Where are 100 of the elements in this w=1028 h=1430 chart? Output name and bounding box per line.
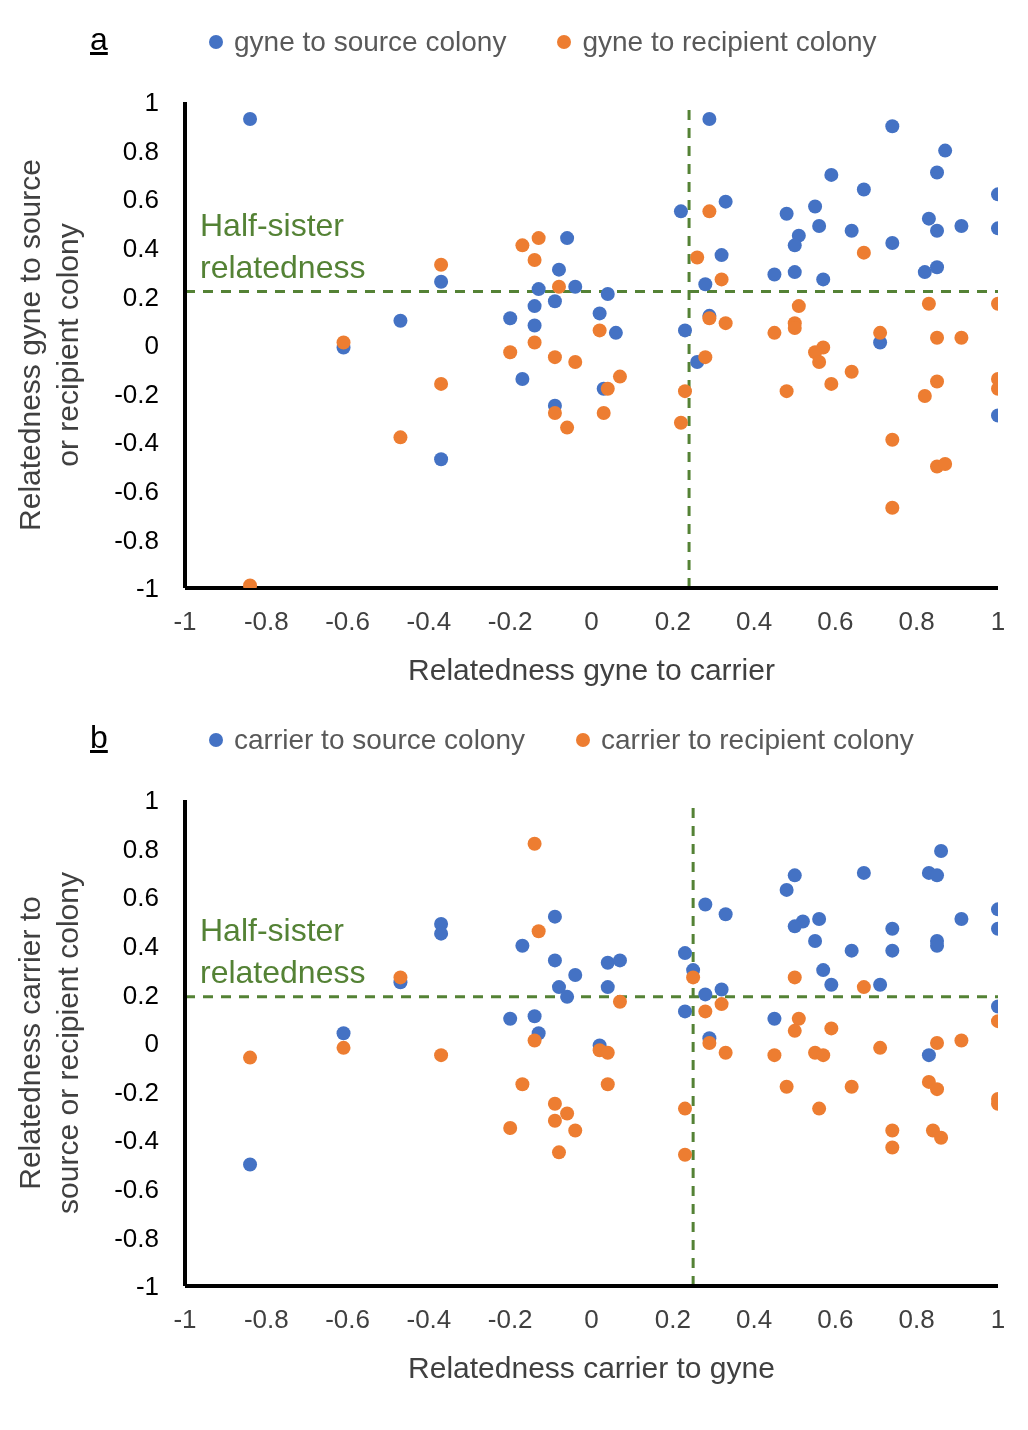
point: [938, 143, 953, 158]
ref-line-label: Half-sister relatedness: [200, 206, 366, 285]
point: [600, 1077, 615, 1092]
y-tick-label: 0: [144, 1028, 159, 1059]
point: [527, 1009, 542, 1024]
y-tick-label: -0.2: [114, 378, 159, 409]
x-tick-label: 0.8: [898, 1304, 935, 1335]
point: [787, 1023, 802, 1038]
point: [600, 980, 615, 995]
point: [547, 294, 562, 309]
y-axis-title: Relatedness carrier to source or recipient colony: [13, 872, 84, 1214]
point: [547, 1113, 562, 1128]
point: [678, 323, 692, 338]
point: [917, 265, 932, 280]
x-tick-label: -0.4: [406, 606, 452, 637]
x-tick-label: 0: [584, 1304, 599, 1335]
y-tick-label: -0.6: [114, 476, 159, 507]
point: [934, 1130, 949, 1145]
point: [527, 299, 542, 314]
point: [885, 943, 900, 958]
point: [787, 970, 802, 985]
point: [702, 112, 717, 127]
point: [434, 452, 449, 467]
point: [592, 306, 607, 321]
x-tick-label: -0.8: [243, 1304, 289, 1335]
point: [503, 1121, 518, 1136]
point: [930, 330, 945, 345]
point: [551, 1145, 566, 1160]
point: [885, 1123, 900, 1138]
y-tick-label: -0.4: [114, 1125, 159, 1156]
point: [812, 355, 827, 370]
point: [767, 1048, 782, 1063]
point: [527, 836, 542, 851]
point: [824, 1021, 839, 1036]
y-tick-label: 0.2: [122, 979, 159, 1010]
y-tick-label: -1: [135, 1271, 159, 1302]
point: [612, 369, 627, 384]
y-axis-title: Relatedness gyne to source or recipient colony: [13, 159, 84, 531]
point: [921, 1048, 936, 1063]
point: [816, 1048, 831, 1063]
point: [600, 381, 615, 396]
point: [856, 865, 871, 880]
x-tick-label: 0.2: [654, 606, 691, 637]
point: [698, 987, 713, 1002]
point: [503, 1011, 518, 1026]
y-tick-label: 1: [144, 87, 159, 118]
point: [547, 350, 562, 365]
point: [930, 1036, 945, 1050]
point: [515, 1077, 530, 1092]
y-tick-label: 0.8: [122, 833, 159, 864]
point: [934, 844, 949, 859]
point: [718, 1045, 733, 1060]
point: [779, 384, 794, 399]
point: [690, 250, 705, 265]
x-tick-label: 0.4: [736, 606, 773, 637]
point: [434, 1048, 449, 1063]
y-tick-label: 0.4: [122, 931, 159, 962]
x-tick-label: 0.6: [817, 606, 854, 637]
point: [844, 1079, 859, 1094]
legend-label: gyne to source colony: [234, 26, 507, 58]
point: [954, 1033, 969, 1048]
point: [531, 282, 546, 297]
point: [568, 355, 583, 370]
point: [812, 1101, 827, 1116]
point: [779, 882, 794, 897]
point: [844, 943, 859, 958]
point: [779, 206, 794, 221]
point: [824, 376, 839, 391]
point: [678, 946, 692, 961]
point: [547, 953, 562, 968]
point: [503, 345, 518, 360]
point: [434, 274, 449, 289]
y-tick-label: -1: [135, 573, 159, 604]
point: [856, 182, 871, 197]
point: [808, 933, 823, 948]
point: [531, 924, 546, 939]
y-tick-label: -0.8: [114, 1222, 159, 1253]
point: [816, 272, 831, 287]
y-tick-label: -0.2: [114, 1076, 159, 1107]
point: [698, 897, 713, 912]
point: [714, 982, 729, 997]
point: [515, 938, 530, 953]
point: [336, 1026, 351, 1041]
point: [885, 921, 900, 936]
point: [515, 372, 530, 387]
point: [714, 997, 729, 1012]
x-tick-label: 1: [990, 606, 1006, 637]
legend-label: carrier to recipient colony: [601, 724, 914, 756]
point: [243, 1157, 258, 1172]
x-tick-label: -0.6: [325, 1304, 371, 1335]
point: [816, 963, 831, 978]
point: [844, 223, 859, 238]
x-tick-label: -1: [173, 606, 197, 637]
point: [954, 218, 969, 233]
point: [856, 980, 871, 995]
legend-label: gyne to recipient colony: [582, 26, 877, 58]
point: [791, 1011, 806, 1026]
point: [596, 406, 611, 421]
point: [824, 167, 839, 182]
x-tick-label: 0.6: [817, 1304, 854, 1335]
